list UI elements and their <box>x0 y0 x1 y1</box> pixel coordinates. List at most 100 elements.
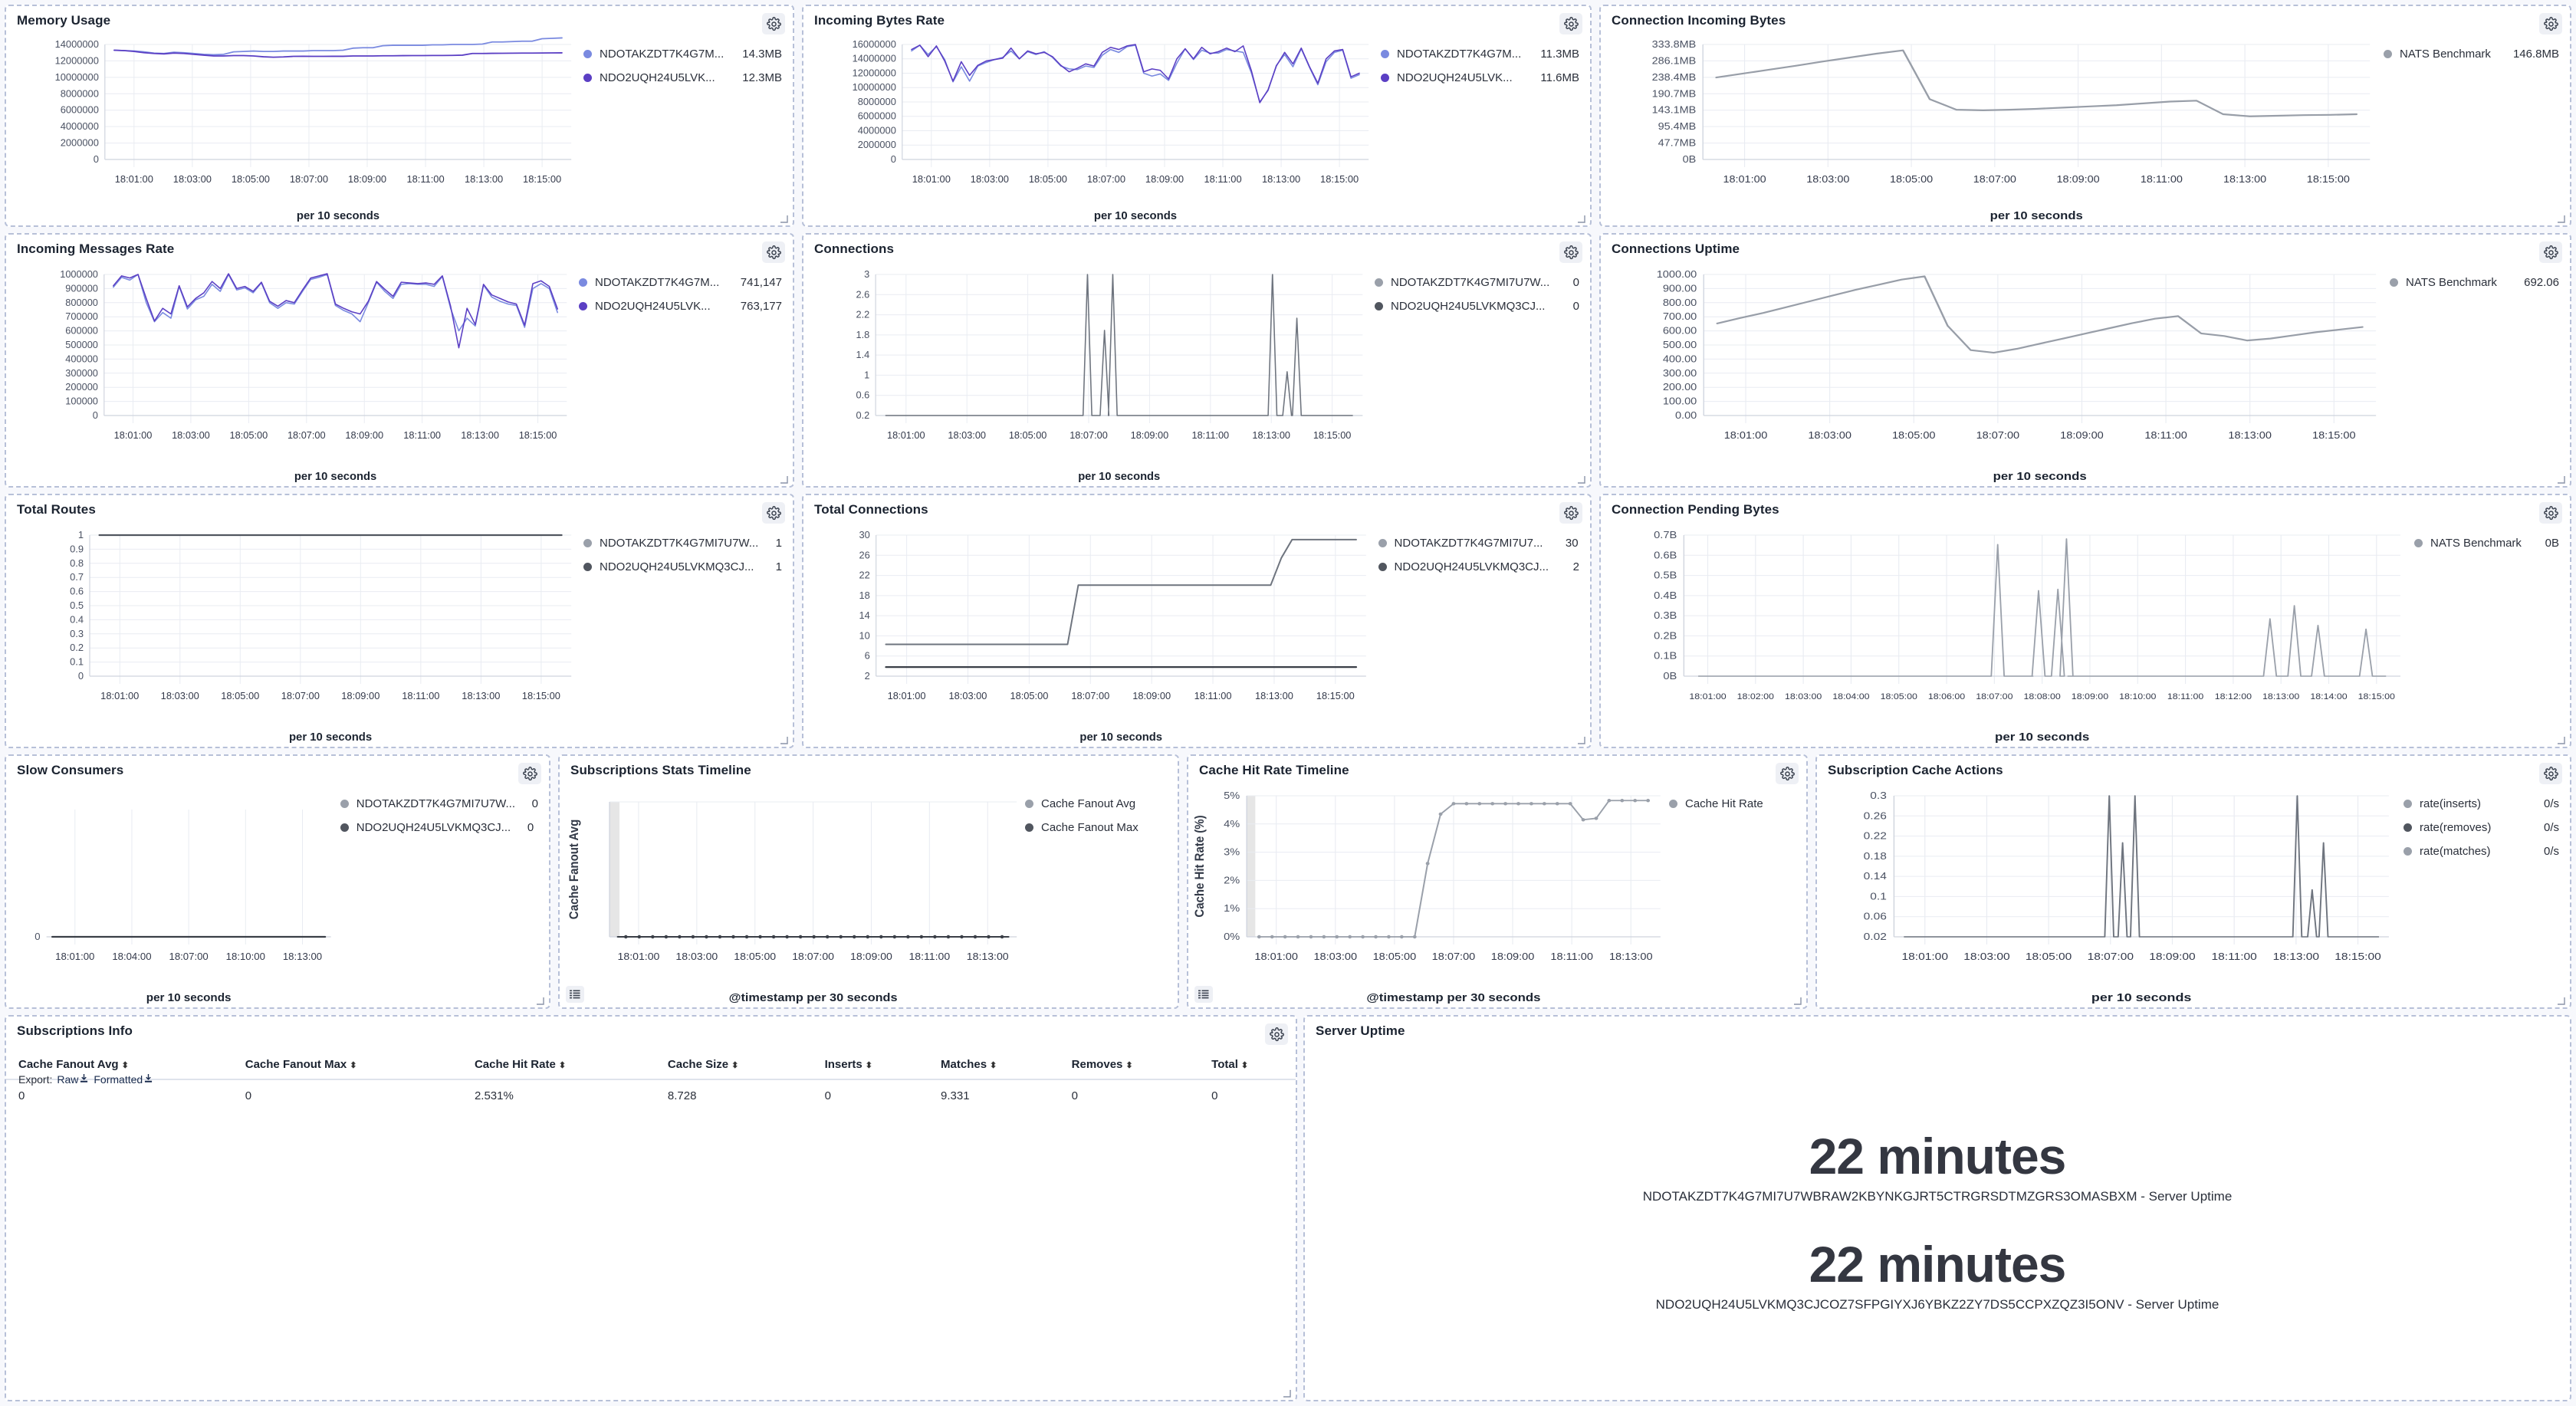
legend-item[interactable]: rate(matches) 0/s <box>2404 845 2559 858</box>
panel-title: Connection Pending Bytes <box>1612 502 1779 517</box>
svg-text:2000000: 2000000 <box>858 139 896 150</box>
column-header[interactable]: Cache Hit Rate ⬍ <box>462 1053 656 1080</box>
legend-item[interactable]: NDOTAKZDT7K4G7M... 14.3MB <box>583 48 782 61</box>
gear-icon[interactable] <box>2539 763 2562 784</box>
resize-handle-icon[interactable] <box>1576 734 1585 744</box>
legend-item[interactable]: NATS Benchmark 0B <box>2414 537 2559 550</box>
resize-handle-icon[interactable] <box>1576 474 1585 484</box>
inspect-table-icon[interactable] <box>566 986 584 1003</box>
gear-icon[interactable] <box>2539 13 2562 34</box>
legend-label: NDO2UQH24U5LVKMQ3CJ... <box>1391 300 1546 313</box>
metric-subtitle: NDOTAKZDT7K4G7MI7U7WBRAW2KBYNKGJRT5CTRGR… <box>1642 1189 2233 1204</box>
resize-handle-icon[interactable] <box>1792 995 1802 1005</box>
gear-icon[interactable] <box>762 13 785 34</box>
legend-label: NDOTAKZDT7K4G7MI7U7... <box>1394 537 1543 550</box>
svg-text:18:07:00: 18:07:00 <box>290 173 328 185</box>
sort-caret-icon[interactable]: ⬍ <box>350 1061 356 1070</box>
svg-text:18:15:00: 18:15:00 <box>2307 174 2350 185</box>
gear-icon[interactable] <box>1559 502 1582 524</box>
svg-text:18:03:00: 18:03:00 <box>1806 174 1849 185</box>
gear-icon[interactable] <box>2539 502 2562 524</box>
gear-icon[interactable] <box>1776 763 1799 784</box>
resize-handle-icon[interactable] <box>2556 474 2565 484</box>
svg-text:0.1B: 0.1B <box>1654 650 1677 662</box>
panel-title: Memory Usage <box>17 13 111 28</box>
svg-text:300000: 300000 <box>65 367 98 379</box>
legend-item[interactable]: NDOTAKZDT7K4G7MI7U7W... 0 <box>1375 276 1579 289</box>
svg-text:0.3: 0.3 <box>1870 790 1887 802</box>
resize-handle-icon[interactable] <box>2556 213 2565 223</box>
svg-text:600000: 600000 <box>65 324 98 336</box>
resize-handle-icon[interactable] <box>535 995 544 1005</box>
resize-handle-icon[interactable] <box>779 734 788 744</box>
resize-handle-icon[interactable] <box>1282 1388 1291 1398</box>
column-header[interactable]: Matches ⬍ <box>928 1053 1060 1080</box>
column-header[interactable]: Cache Size ⬍ <box>655 1053 813 1080</box>
resize-handle-icon[interactable] <box>1576 213 1585 223</box>
legend-item[interactable]: NDO2UQH24U5LVKMQ3CJ... 2 <box>1378 560 1579 573</box>
column-header[interactable]: Total ⬍ <box>1199 1053 1296 1080</box>
column-header[interactable]: Cache Fanout Max ⬍ <box>232 1053 462 1080</box>
panel-header: Total Routes <box>6 495 793 524</box>
sort-caret-icon[interactable]: ⬍ <box>1125 1061 1132 1070</box>
gear-icon[interactable] <box>1559 241 1582 263</box>
legend-value: 0B <box>2545 537 2559 550</box>
legend-item[interactable]: NDOTAKZDT7K4G7MI7U7W... 0 <box>340 797 538 810</box>
svg-text:18:03:00: 18:03:00 <box>948 429 986 441</box>
svg-text:18:01:00: 18:01:00 <box>1723 174 1766 185</box>
legend-item[interactable]: rate(removes) 0/s <box>2404 821 2559 834</box>
legend-item[interactable]: Cache Fanout Avg <box>1025 797 1167 810</box>
svg-text:18:09:00: 18:09:00 <box>2060 430 2104 441</box>
svg-text:18:12:00: 18:12:00 <box>2215 692 2252 701</box>
sort-caret-icon[interactable]: ⬍ <box>558 1061 566 1070</box>
panel-subscription-cache-actions: Subscription Cache Actions 0.02 0.06 0.1 0.1… <box>1815 754 2571 1009</box>
column-header[interactable]: Inserts ⬍ <box>812 1053 929 1080</box>
export-raw-link[interactable]: Raw <box>57 1073 79 1086</box>
legend-item[interactable]: NDO2UQH24U5LVK... 763,177 <box>579 300 782 313</box>
svg-text:per 10 seconds: per 10 seconds <box>146 991 232 1004</box>
resize-handle-icon[interactable] <box>2556 734 2565 744</box>
download-icon[interactable] <box>80 1073 89 1086</box>
legend-item[interactable]: NDO2UQH24U5LVK... 12.3MB <box>583 71 782 84</box>
resize-handle-icon[interactable] <box>2556 995 2565 1005</box>
legend-item[interactable]: NDO2UQH24U5LVK... 11.6MB <box>1381 71 1579 84</box>
gear-icon[interactable] <box>762 241 785 263</box>
legend-color-swatch <box>1378 539 1387 547</box>
legend-item[interactable]: NDOTAKZDT7K4G7MI7U7W... 1 <box>583 537 782 550</box>
panel-title: Subscriptions Stats Timeline <box>570 763 751 777</box>
sort-caret-icon[interactable]: ⬍ <box>865 1061 872 1070</box>
legend-item[interactable]: NATS Benchmark 692.06 <box>2390 276 2559 289</box>
legend-item[interactable]: Cache Fanout Max <box>1025 821 1167 834</box>
legend-item[interactable]: NDOTAKZDT7K4G7M... 741,147 <box>579 276 782 289</box>
legend-item[interactable]: Cache Hit Rate <box>1669 797 1796 810</box>
gear-icon[interactable] <box>518 763 541 784</box>
inspect-table-icon[interactable] <box>1194 986 1213 1003</box>
legend-item[interactable]: NATS Benchmark 146.8MB <box>2384 48 2559 61</box>
legend-label: NDO2UQH24U5LVKMQ3CJ... <box>600 560 754 573</box>
legend-item[interactable]: NDO2UQH24U5LVKMQ3CJ... 0 <box>340 821 538 834</box>
legend-item[interactable]: NDO2UQH24U5LVKMQ3CJ... 1 <box>583 560 782 573</box>
sort-caret-icon[interactable]: ⬍ <box>990 1061 997 1070</box>
svg-text:18:07:00: 18:07:00 <box>1976 430 2020 441</box>
legend-item[interactable]: NDO2UQH24U5LVKMQ3CJ... 0 <box>1375 300 1579 313</box>
column-header[interactable]: Cache Fanout Avg ⬍ <box>6 1053 233 1080</box>
sort-caret-icon[interactable]: ⬍ <box>1240 1061 1248 1070</box>
svg-text:3%: 3% <box>1224 846 1240 857</box>
export-formatted-link[interactable]: Formatted <box>94 1073 143 1086</box>
legend-item[interactable]: NDOTAKZDT7K4G7M... 11.3MB <box>1381 48 1579 61</box>
download-icon[interactable] <box>144 1073 153 1086</box>
column-header[interactable]: Removes ⬍ <box>1059 1053 1200 1080</box>
svg-text:0.2: 0.2 <box>856 409 870 421</box>
legend-item[interactable]: NDOTAKZDT7K4G7MI7U7... 30 <box>1378 537 1579 550</box>
gear-icon[interactable] <box>1559 13 1582 34</box>
resize-handle-icon[interactable] <box>779 474 788 484</box>
gear-icon[interactable] <box>1265 1023 1288 1045</box>
sort-caret-icon[interactable]: ⬍ <box>121 1061 129 1070</box>
gear-icon[interactable] <box>2539 241 2562 263</box>
sort-caret-icon[interactable]: ⬍ <box>731 1061 738 1070</box>
chart-legend: Cache Hit Rate <box>1669 779 1806 1007</box>
resize-handle-icon[interactable] <box>779 213 788 223</box>
gear-icon[interactable] <box>762 502 785 524</box>
svg-text:18:01:00: 18:01:00 <box>1689 692 1727 701</box>
legend-item[interactable]: rate(inserts) 0/s <box>2404 797 2559 810</box>
